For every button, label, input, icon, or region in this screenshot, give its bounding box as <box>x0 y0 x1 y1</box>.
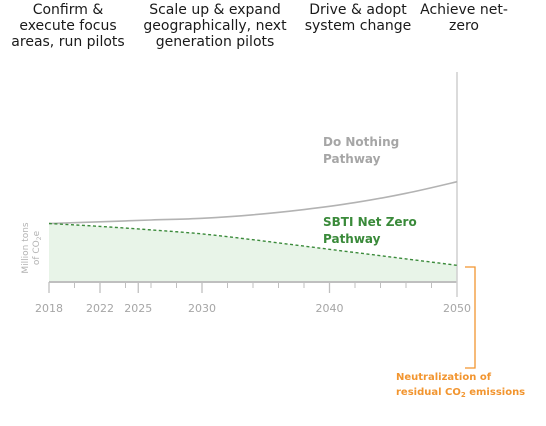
y-axis-label: Million tons of CO2e <box>21 222 43 274</box>
x-tick-label-2018: 2018 <box>35 302 63 315</box>
minor-ticks <box>74 282 432 288</box>
x-tick-labels: 2018 2022 2025 2030 2040 2050 <box>35 302 471 315</box>
do-nothing-label-line-1: Do Nothing <box>323 135 399 149</box>
y-axis-label-line-2: of CO2e <box>32 230 43 265</box>
annotation-line-2: residual CO2 emissions <box>396 387 525 399</box>
net-zero-label-line-1: SBTI Net Zero <box>323 215 417 229</box>
x-tick-label-2030: 2030 <box>188 302 216 315</box>
x-tick-label-2050: 2050 <box>443 302 471 315</box>
x-tick-label-2025: 2025 <box>124 302 152 315</box>
phase-label-2: Scale up & expand geographically, next g… <box>143 2 287 50</box>
y-axis-label-line-1: Million tons <box>21 222 31 274</box>
phase-label-1: Confirm & execute focus areas, run pilot… <box>11 2 125 50</box>
residual-bracket <box>465 266 476 369</box>
net-zero-label-line-2: Pathway <box>323 232 381 246</box>
annotation-line-1: Neutralization of <box>396 372 492 383</box>
net-zero-line <box>48 222 458 266</box>
net-zero-area-fill <box>49 223 457 282</box>
do-nothing-label-line-2: Pathway <box>323 152 381 166</box>
phase-label-4: Achieve net- zero <box>420 2 508 34</box>
x-tick-label-2040: 2040 <box>316 302 344 315</box>
major-ticks <box>48 282 331 293</box>
do-nothing-line <box>48 180 458 225</box>
x-tick-label-2022: 2022 <box>86 302 114 315</box>
phase-label-3: Drive & adopt system change <box>304 2 412 34</box>
